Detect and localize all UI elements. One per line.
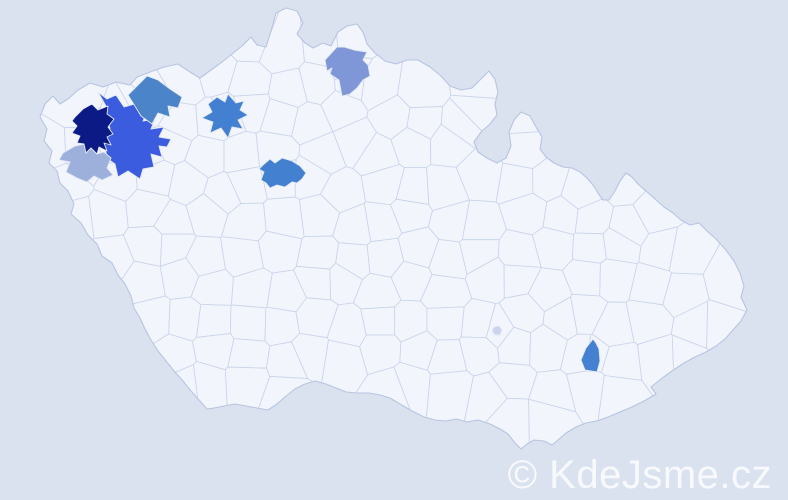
highlighted-district-highlight-2[interactable]: [127, 75, 183, 125]
highlighted-district-highlight-4[interactable]: [71, 103, 115, 155]
highlighted-district-highlight-9[interactable]: [491, 325, 503, 336]
highlighted-district-highlight-6[interactable]: [324, 46, 371, 97]
highlighted-district-highlight-5[interactable]: [201, 93, 249, 139]
highlighted-districts: [58, 46, 601, 373]
country-border: [39, 7, 748, 450]
highlighted-district-highlight-8[interactable]: [580, 338, 601, 373]
district-cells: [40, 8, 747, 449]
highlighted-district-highlight-7[interactable]: [258, 157, 307, 189]
